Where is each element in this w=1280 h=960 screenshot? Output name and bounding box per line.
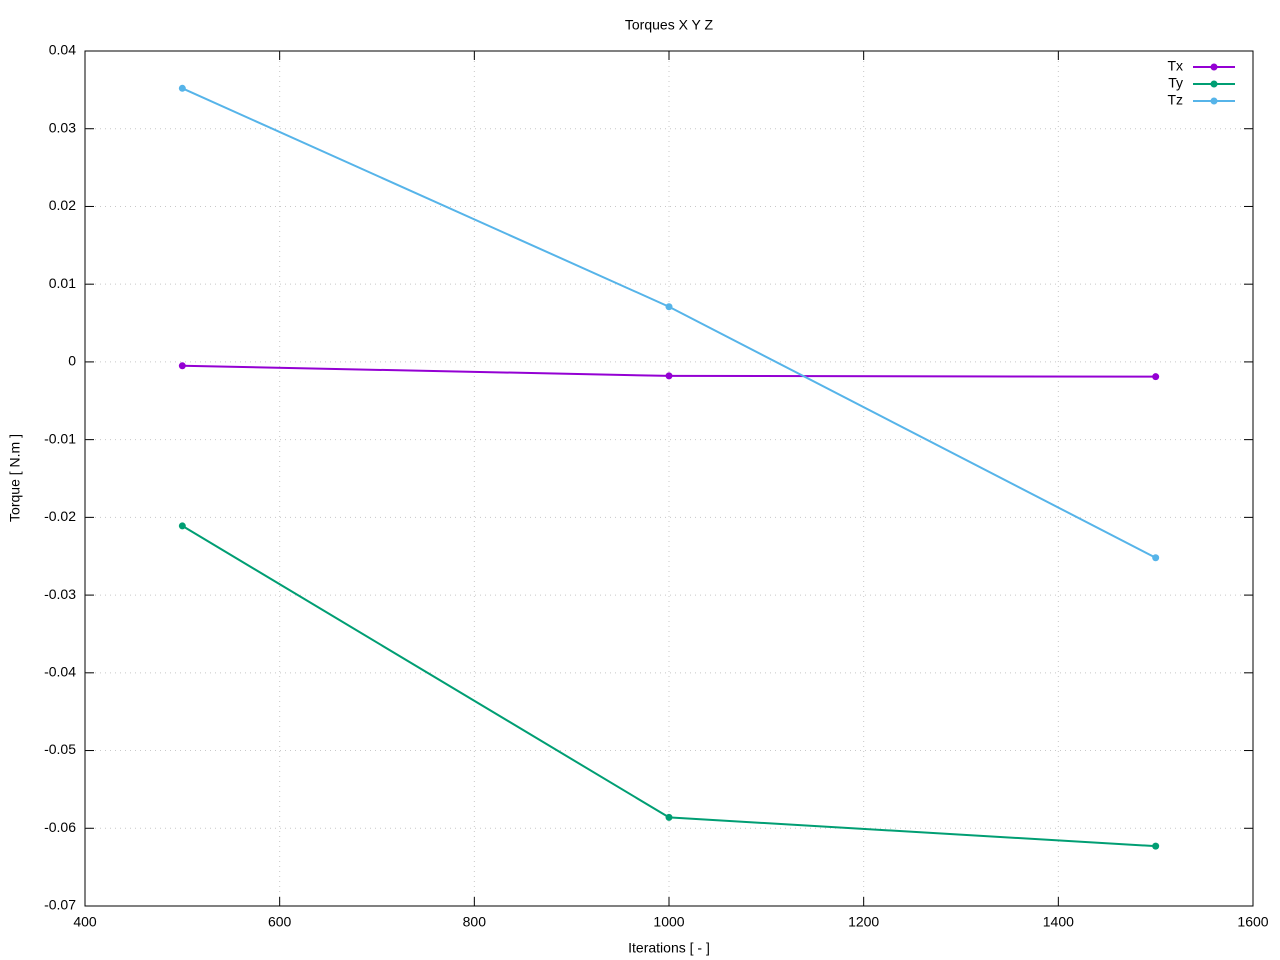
y-tick-label: 0 <box>68 353 76 369</box>
series-line <box>181 87 1157 559</box>
plot-frame <box>84 50 1254 907</box>
data-point <box>1152 373 1160 381</box>
x-tick-label: 1200 <box>848 914 879 930</box>
legend-label: Ty <box>1168 75 1183 91</box>
y-tick-label: -0.03 <box>44 586 76 602</box>
data-point <box>665 372 673 380</box>
data-point <box>665 813 673 821</box>
data-point <box>1152 554 1160 562</box>
legend-marker <box>1210 63 1218 71</box>
data-point <box>1152 842 1160 850</box>
x-tick-label: 1600 <box>1237 914 1268 930</box>
y-tick-label: 0.04 <box>49 42 76 58</box>
y-tick-label: -0.04 <box>44 664 76 680</box>
chart-title: Torques X Y Z <box>625 17 714 33</box>
legend-label: Tx <box>1167 58 1183 74</box>
y-tick-label: -0.02 <box>44 508 76 524</box>
data-point <box>178 522 186 530</box>
y-tick-label: 0.01 <box>49 275 76 291</box>
x-tick-label: 600 <box>268 914 292 930</box>
y-tick-label: 0.02 <box>49 197 76 213</box>
x-tick-label: 400 <box>73 914 97 930</box>
data-point <box>178 84 186 92</box>
legend-label: Tz <box>1167 92 1183 108</box>
y-tick-label: -0.05 <box>44 741 76 757</box>
legend-marker <box>1210 80 1218 88</box>
data-point <box>178 362 186 370</box>
y-tick-label: -0.01 <box>44 430 76 446</box>
data-point <box>665 303 673 311</box>
y-tick-label: -0.07 <box>44 897 76 913</box>
x-axis-label: Iterations [ - ] <box>628 940 710 956</box>
y-axis-label: Torque [ N.m ] <box>7 434 23 522</box>
x-tick-label: 1000 <box>653 914 684 930</box>
x-tick-label: 800 <box>463 914 487 930</box>
legend-marker <box>1210 97 1218 105</box>
x-tick-label: 1400 <box>1043 914 1074 930</box>
y-tick-label: -0.06 <box>44 819 76 835</box>
y-tick-label: 0.03 <box>49 119 76 135</box>
